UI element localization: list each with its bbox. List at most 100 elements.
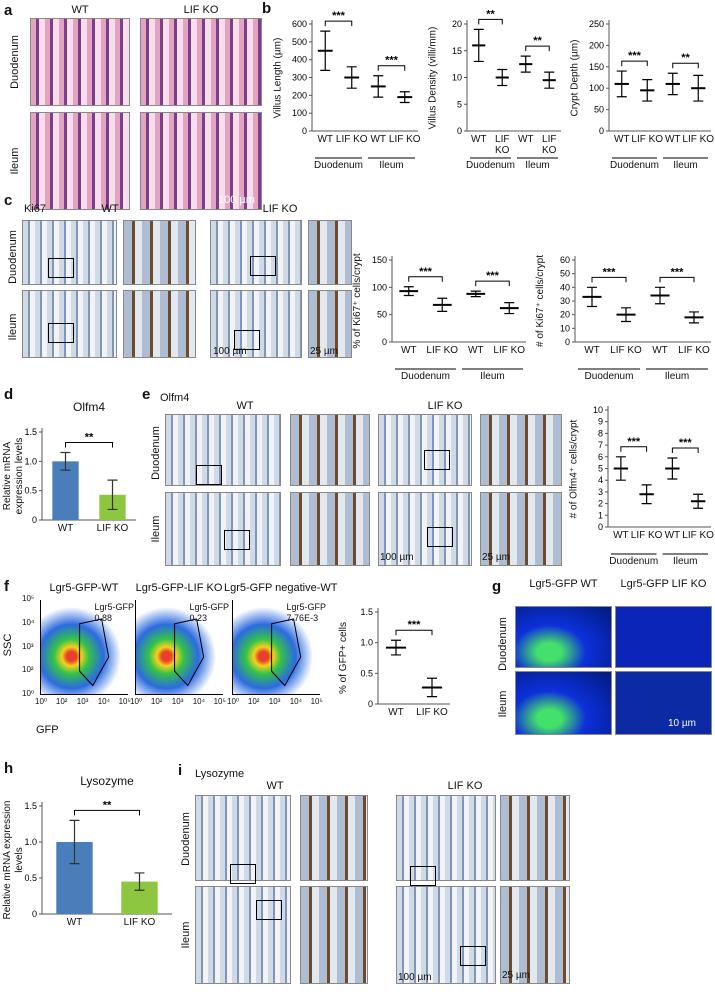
- y-tick-label: 60: [560, 255, 570, 265]
- significance-label: **: [486, 8, 495, 20]
- y-tick-label: 4: [598, 475, 603, 485]
- significance-bracket: [408, 276, 443, 282]
- y-axis-label: Villus Density (villi/mm): [427, 26, 438, 129]
- y-tick-label: 0: [32, 909, 37, 919]
- x-tick-label: LIF KO: [630, 530, 663, 541]
- zoom-image: [123, 290, 196, 358]
- y-tick-label: 250: [589, 19, 604, 29]
- chart: 0 0.5 1.0 1.5 ** Olfm4 Relative mRNA expressio…: [0, 398, 140, 548]
- panel-letter: g: [492, 578, 502, 595]
- error-bar: [615, 456, 626, 481]
- y-tick-label: 7: [598, 440, 603, 450]
- chart-plot: 0 10 20 30 40 50 60 *** ***: [560, 255, 711, 370]
- significance-label: ***: [603, 266, 617, 278]
- significance-label: **: [681, 52, 690, 64]
- group-label: Duodenum: [609, 556, 659, 567]
- group-label: Duodenum: [584, 371, 634, 382]
- y-tick-label: 1.5: [24, 801, 37, 811]
- x-tick-label: 10³: [268, 697, 281, 706]
- error-bar: [107, 479, 118, 511]
- x-tick-label: WT: [66, 917, 83, 928]
- scale-label: 100 µm: [218, 194, 255, 206]
- zoom-image: [290, 414, 370, 486]
- y-tick-label: 1.0: [24, 837, 37, 847]
- y-tick-label: 0.5: [360, 668, 373, 678]
- x-tick-label: 10⁴: [289, 697, 303, 706]
- gate: [79, 618, 110, 687]
- ihc-image: [210, 220, 302, 285]
- ihc-image: [195, 886, 291, 984]
- zoom-box: [256, 900, 282, 920]
- scale-label: 100 µm: [213, 346, 247, 357]
- group-label: Ileum: [480, 371, 505, 382]
- chart: 0 100 200 300 400 500 600 *** *** Villus Length (…: [270, 10, 422, 177]
- histology-image: [30, 18, 130, 106]
- x-tick-label: LIF KO: [96, 523, 129, 534]
- column-label: WT: [236, 400, 254, 412]
- panel-letter: b: [262, 0, 272, 17]
- scale-label: 100 µm: [380, 552, 414, 563]
- x-tick-label: 10²: [247, 697, 260, 706]
- gate-outline: [271, 618, 302, 687]
- ihc-image: [165, 492, 281, 566]
- significance-label: ***: [408, 619, 422, 631]
- zoom-image: [480, 492, 562, 566]
- significance-label: ***: [679, 437, 693, 449]
- y-tick-label: 1.5: [24, 427, 37, 437]
- error-bar: [587, 286, 597, 308]
- panel-letter: e: [142, 386, 151, 403]
- scale-label: 25 µm: [482, 552, 510, 563]
- y-tick-label: 10⁴: [22, 617, 35, 627]
- error-bar: [693, 493, 704, 509]
- gate-percent: 7.76E-3: [286, 613, 319, 623]
- group-label: Duodenum: [466, 160, 515, 171]
- significance-label: ***: [486, 270, 500, 282]
- ihc-image: [22, 290, 117, 358]
- y-axis-label: Relative mRNA expression levels: [2, 437, 25, 515]
- scale-label: 25 µm: [502, 970, 530, 981]
- y-tick-label: 500: [292, 37, 307, 47]
- zoom-image: [480, 414, 562, 486]
- error-bar: [60, 451, 71, 471]
- error-bar: [437, 297, 448, 312]
- zoom-box: [250, 256, 276, 276]
- y-axis-label: SSC: [2, 633, 14, 657]
- x-tick-label: 10⁰: [35, 697, 48, 706]
- x-tick-label: LIF KO: [388, 134, 421, 145]
- zoom-box: [48, 323, 74, 343]
- chart-plot: 0 0.5 1.0 1.5 **: [24, 427, 136, 525]
- x-tick-label: WT: [467, 345, 484, 356]
- x-tick-label: WT: [584, 345, 600, 356]
- x-tick-label: 10⁵: [118, 697, 131, 706]
- gate-percent: 0.23: [189, 613, 208, 623]
- significance-bracket: [659, 276, 695, 283]
- stain-label: Lysozyme: [195, 768, 245, 780]
- panel-letter: h: [4, 760, 14, 777]
- y-tick-label: 150: [372, 255, 387, 265]
- error-bar: [667, 457, 678, 480]
- panel-letter: a: [4, 2, 13, 19]
- ihc-image: [22, 220, 117, 285]
- zoom-image: [290, 492, 370, 566]
- group-label: Duodenum: [314, 160, 363, 171]
- significance-bracket: [377, 65, 406, 71]
- panel-letter: d: [4, 386, 14, 403]
- x-tick-label: 10⁴: [97, 697, 111, 706]
- significance-bracket: [74, 809, 140, 816]
- column-label: LIF KO: [262, 203, 298, 215]
- y-axis-label: % of Ki67⁺ cells/crypt: [352, 253, 363, 349]
- y-tick-label: 0: [599, 126, 604, 136]
- error-bar: [320, 30, 331, 71]
- zoom-box: [196, 465, 222, 485]
- plot-title: Lgr5-GFP-LIF KO: [135, 582, 223, 594]
- row-label: Duodenum: [180, 812, 192, 866]
- error-bar: [346, 66, 357, 89]
- zoom-image: [123, 220, 196, 285]
- error-bar: [470, 290, 481, 298]
- error-bar: [504, 302, 515, 315]
- y-tick-label: 100: [589, 83, 604, 93]
- y-tick-label: 1.0: [24, 456, 37, 466]
- y-tick-label: 10: [593, 405, 603, 415]
